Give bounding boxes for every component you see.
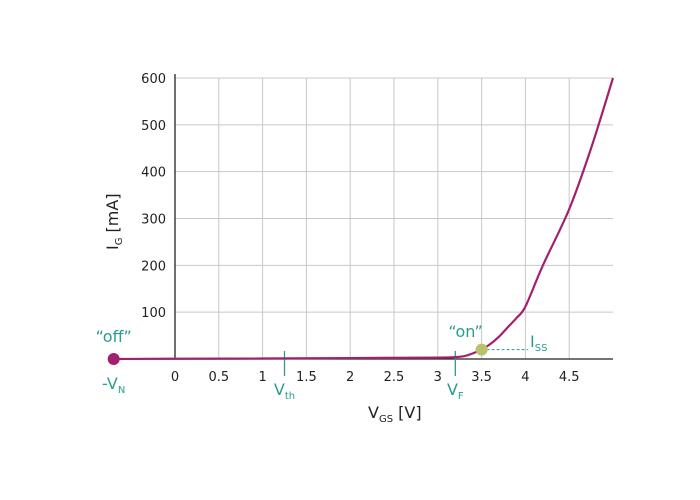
y-tick-label: 100 [141, 306, 166, 321]
x-tick-label: 2.5 [384, 370, 405, 385]
y-tick-label: 600 [141, 72, 166, 87]
x-tick-label: 4.5 [559, 370, 580, 385]
iss-label: ISS [530, 332, 547, 354]
x-tick-label: 3 [434, 370, 442, 385]
axes [110, 74, 613, 360]
vn-label: -VN [102, 374, 125, 396]
x-tick-label: 0 [171, 370, 179, 385]
vth-label: Vth [274, 380, 295, 402]
y-tick-label: 200 [141, 259, 166, 274]
vf-label: VF [447, 380, 464, 402]
x-tick-label: 2 [346, 370, 354, 385]
x-tick-labels: 0 0.5 1 1.5 2 2.5 3 3.5 4 4.5 [171, 370, 580, 385]
off-label: “off” [96, 327, 132, 346]
x-tick-label: 0.5 [208, 370, 229, 385]
x-axis-title: VGS [V] [368, 403, 422, 425]
y-tick-label: 400 [141, 166, 166, 181]
y-tick-labels: 100 200 300 400 500 600 [141, 72, 166, 321]
x-tick-label: 1 [258, 370, 266, 385]
x-tick-label: 4 [521, 370, 529, 385]
y-axis-title: IG [mA] [103, 193, 125, 250]
markers [107, 343, 488, 365]
on-point [475, 343, 488, 356]
annotation-guides [283, 349, 528, 376]
grid-lines [175, 77, 613, 359]
on-label: “on” [448, 322, 482, 341]
y-tick-label: 500 [141, 119, 166, 134]
x-tick-label: 1.5 [296, 370, 317, 385]
off-point [107, 353, 120, 365]
y-tick-label: 300 [141, 213, 166, 228]
x-tick-label: 3.5 [471, 370, 492, 385]
